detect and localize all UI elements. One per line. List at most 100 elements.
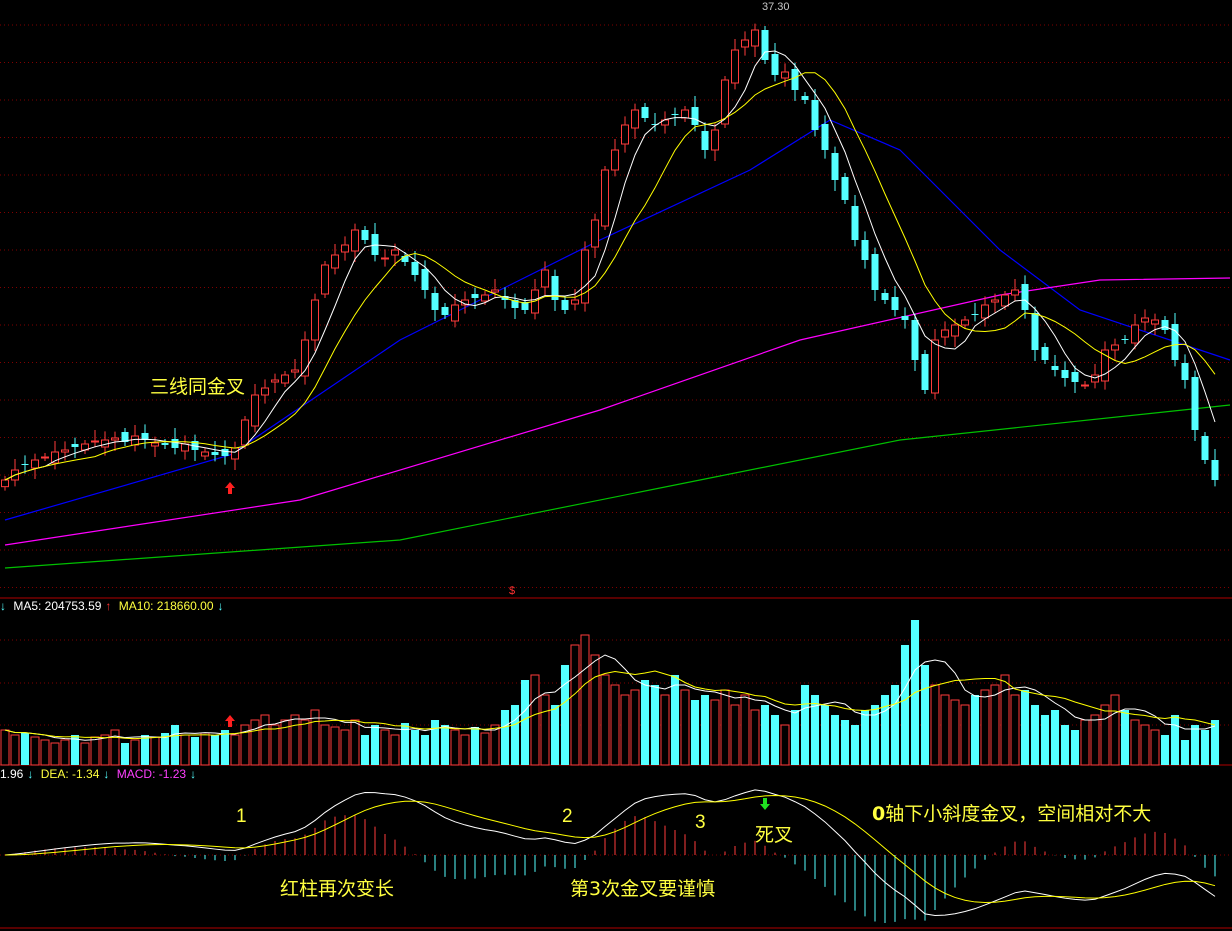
volume-bar xyxy=(791,710,799,765)
volume-bar xyxy=(40,739,50,766)
volume-bar xyxy=(1130,719,1140,766)
candle xyxy=(1041,347,1049,360)
candle xyxy=(1101,349,1109,382)
candle xyxy=(1141,317,1149,323)
candle xyxy=(171,439,179,448)
candle xyxy=(1161,320,1169,330)
candle xyxy=(1061,370,1069,378)
volume-bar xyxy=(1021,690,1029,765)
candle xyxy=(1171,324,1179,360)
volume-bar xyxy=(1000,674,1010,766)
volume-bar xyxy=(1071,730,1079,765)
candle xyxy=(991,299,999,303)
candle xyxy=(1051,366,1059,370)
candle xyxy=(781,71,789,79)
candle xyxy=(771,54,779,75)
volume-bar xyxy=(971,695,979,765)
candle xyxy=(1151,319,1159,325)
moving-average-line xyxy=(4,404,1231,569)
candle xyxy=(121,432,129,442)
volume-bar xyxy=(421,735,429,765)
candle xyxy=(131,435,139,446)
volume-bar xyxy=(280,719,290,766)
arrow-down-icon: ↓ xyxy=(190,767,197,781)
volume-ma10-line xyxy=(4,670,1216,740)
volume-bar xyxy=(230,734,240,766)
macd-dea: DEA: -1.34 xyxy=(40,767,100,781)
candle xyxy=(761,30,769,60)
candle xyxy=(751,29,759,47)
candle xyxy=(181,443,189,452)
volume-bar xyxy=(21,733,29,765)
macd-dif: 1.96 xyxy=(0,767,24,781)
candle xyxy=(231,447,239,460)
volume-bar xyxy=(330,726,340,766)
annotation-cross-3: 3 xyxy=(695,812,706,833)
candle xyxy=(971,314,979,315)
candle xyxy=(1011,289,1019,296)
candle xyxy=(451,304,459,322)
volume-bar xyxy=(580,634,590,766)
volume-bar xyxy=(630,689,640,766)
volume-bar xyxy=(691,700,699,765)
macd-legend: 1.96 ↓ DEA: -1.34 ↓ MACD: -1.23 ↓ xyxy=(0,767,200,781)
candle xyxy=(911,320,919,360)
volume-bar xyxy=(30,736,40,766)
arrow-down-icon: ↓ xyxy=(217,599,224,613)
candle xyxy=(311,299,319,341)
candle xyxy=(561,300,569,310)
candle xyxy=(711,129,719,151)
candle xyxy=(1121,339,1129,340)
candle xyxy=(91,440,99,443)
candle xyxy=(791,69,799,90)
volume-bar xyxy=(121,743,129,765)
volume-bar xyxy=(921,665,929,765)
volume-bar xyxy=(1150,729,1160,766)
volume-bar xyxy=(171,725,179,765)
volume-bar xyxy=(320,724,330,766)
candle xyxy=(201,451,209,457)
candle xyxy=(281,374,289,384)
volume-bar xyxy=(821,705,829,765)
volume-ma5: MA5: 204753.59 xyxy=(13,599,102,613)
candle xyxy=(701,131,709,150)
volume-bar xyxy=(471,727,479,765)
arrow-up-icon xyxy=(225,482,235,494)
candle xyxy=(1111,344,1119,351)
candle xyxy=(271,379,279,383)
candle xyxy=(401,256,409,262)
volume-bar xyxy=(60,739,70,766)
volume-bar xyxy=(960,704,970,766)
candle xyxy=(871,254,879,290)
volume-bar xyxy=(610,684,620,766)
arrow-down-icon: ↓ xyxy=(103,767,110,781)
volume-bar xyxy=(641,680,649,765)
candle xyxy=(351,229,359,252)
candle xyxy=(581,249,589,304)
candle xyxy=(301,339,309,377)
volume-bar xyxy=(871,705,879,765)
volume-bar xyxy=(411,730,419,765)
moving-average-line xyxy=(4,119,1231,521)
candle xyxy=(251,394,259,427)
candle xyxy=(731,49,739,84)
volume-bar xyxy=(270,724,280,766)
candle xyxy=(841,177,849,200)
volume-bar xyxy=(801,685,809,765)
candle xyxy=(71,444,79,447)
candle xyxy=(941,329,949,338)
candle xyxy=(1191,377,1199,430)
candle xyxy=(591,219,599,248)
candle xyxy=(361,230,369,240)
candle xyxy=(411,262,419,275)
volume-bar xyxy=(371,725,379,765)
candle xyxy=(1071,372,1079,382)
volume-bar xyxy=(221,730,229,765)
candle xyxy=(21,464,29,465)
candle xyxy=(61,449,69,453)
volume-bar xyxy=(211,735,219,765)
volume-bar xyxy=(1211,720,1219,765)
candle xyxy=(1081,384,1089,387)
volume-bar xyxy=(501,710,509,765)
